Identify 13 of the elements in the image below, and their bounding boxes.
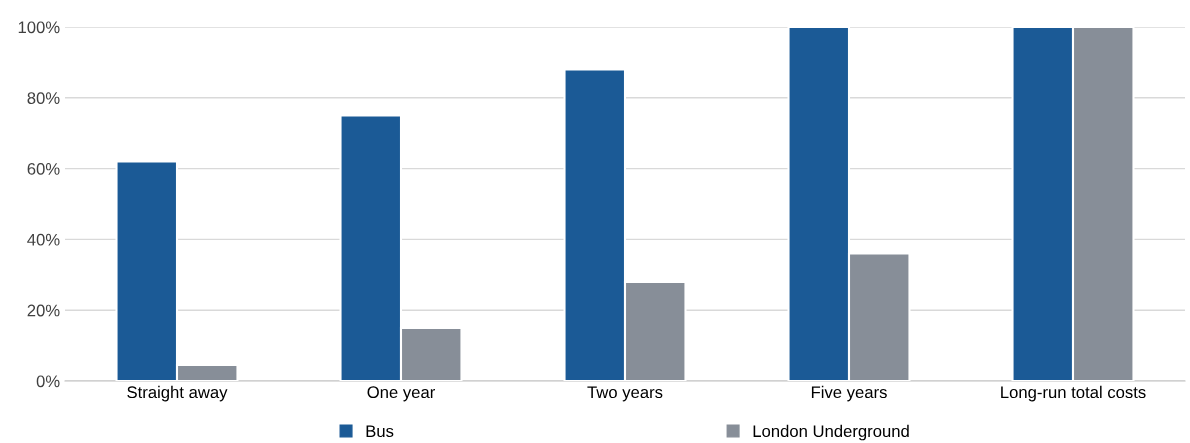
y-tick-label: 40% [27,233,60,246]
x-tick-label: Five years [811,385,887,402]
y-tick-label: 80% [27,92,60,104]
y-tick-label: 0% [36,375,60,388]
legend-label: London Underground [753,424,909,441]
y-tick-label: 20% [27,304,60,317]
y-tick-label: 60% [27,163,60,175]
x-tick-label: Two years [587,386,663,402]
legend-label: Bus [366,425,394,438]
x-tick-label: Straight away [127,385,228,402]
y-tick-label: 100% [18,21,60,34]
x-tick-label: Long-run total costs [1001,385,1146,402]
x-tick-label: One year [367,386,435,402]
